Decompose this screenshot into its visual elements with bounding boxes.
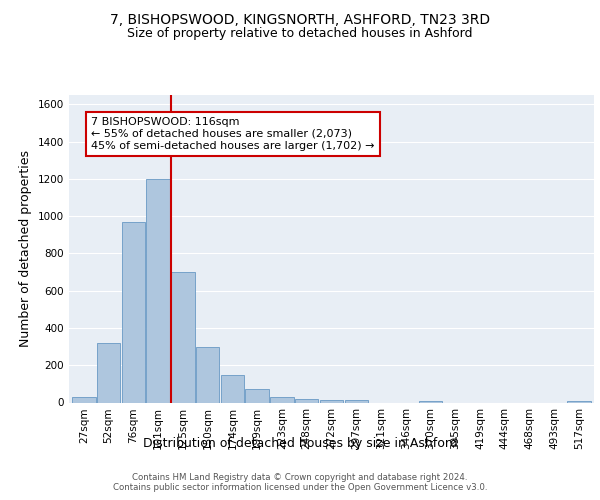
Bar: [270, 397, 294, 402]
Bar: [221, 374, 244, 402]
Bar: [171, 272, 194, 402]
Text: Size of property relative to detached houses in Ashford: Size of property relative to detached ho…: [127, 28, 473, 40]
Bar: [146, 179, 170, 402]
Bar: [419, 400, 442, 402]
Bar: [97, 343, 121, 402]
Bar: [245, 390, 269, 402]
Bar: [320, 400, 343, 402]
Bar: [568, 400, 591, 402]
Text: 7 BISHOPSWOOD: 116sqm
← 55% of detached houses are smaller (2,073)
45% of semi-d: 7 BISHOPSWOOD: 116sqm ← 55% of detached …: [91, 118, 375, 150]
Text: Contains HM Land Registry data © Crown copyright and database right 2024.
Contai: Contains HM Land Registry data © Crown c…: [113, 472, 487, 492]
Bar: [295, 399, 319, 402]
Bar: [196, 346, 220, 403]
Bar: [344, 400, 368, 402]
Text: Distribution of detached houses by size in Ashford: Distribution of detached houses by size …: [143, 438, 457, 450]
Bar: [122, 222, 145, 402]
Bar: [72, 397, 95, 402]
Text: 7, BISHOPSWOOD, KINGSNORTH, ASHFORD, TN23 3RD: 7, BISHOPSWOOD, KINGSNORTH, ASHFORD, TN2…: [110, 12, 490, 26]
Y-axis label: Number of detached properties: Number of detached properties: [19, 150, 32, 347]
